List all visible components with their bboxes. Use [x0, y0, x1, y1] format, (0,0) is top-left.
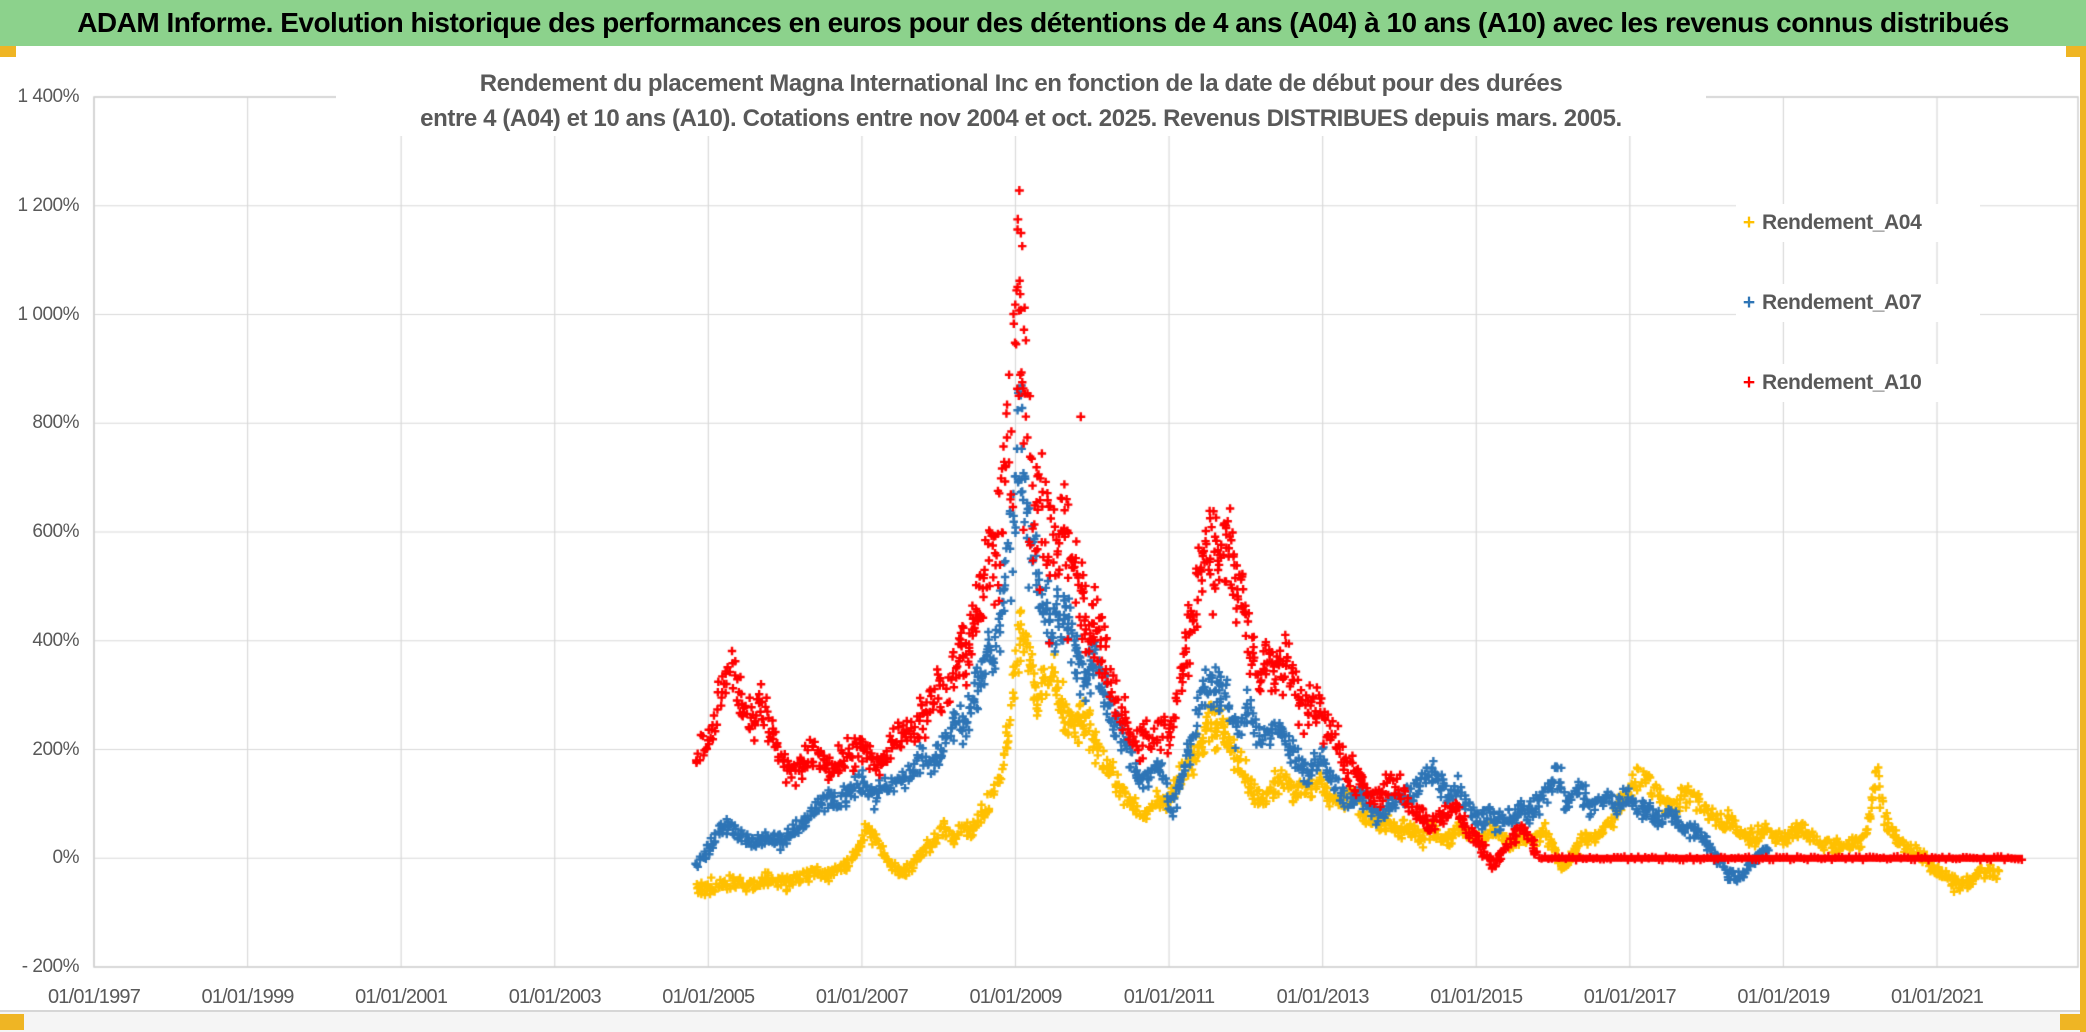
x-tick-label: 01/01/2009 — [969, 986, 1062, 1008]
y-tick-label: 400% — [32, 629, 79, 651]
x-tick-label: 01/01/2015 — [1430, 986, 1523, 1008]
x-tick-label: 01/01/2017 — [1583, 986, 1677, 1008]
x-tick-label: 01/01/2021 — [1890, 986, 1984, 1008]
selection-handle[interactable] — [0, 1014, 24, 1030]
y-tick-label: 1 000% — [17, 303, 80, 325]
x-tick-label: 01/01/1997 — [47, 986, 141, 1008]
header-banner: ADAM Informe. Evolution historique des p… — [0, 0, 2086, 46]
chart-bottom-divider — [0, 1010, 2086, 1012]
x-tick-label: 01/01/2007 — [815, 986, 909, 1008]
legend-label: Rendement_A07 — [1762, 291, 1922, 314]
y-tick-label: 1 400% — [17, 86, 80, 107]
legend-label: Rendement_A04 — [1762, 211, 1922, 234]
plus-marker-icon: + — [1742, 211, 1756, 234]
selection-handle[interactable] — [2060, 1014, 2086, 1030]
chart-title-line2: entre 4 (A04) et 10 ans (A10). Cotations… — [420, 105, 1622, 132]
x-tick-label: 01/01/2013 — [1276, 986, 1370, 1008]
x-tick-label: 01/01/1999 — [201, 986, 295, 1008]
header-title: ADAM Informe. Evolution historique des p… — [77, 7, 2009, 38]
selection-handle[interactable] — [0, 46, 16, 57]
legend-label: Rendement_A10 — [1762, 371, 1922, 394]
chart-title: Rendement du placement Magna Internation… — [336, 66, 1706, 136]
y-tick-label: 800% — [32, 412, 79, 434]
y-tick-label: 200% — [32, 738, 79, 760]
x-tick-label: 01/01/2003 — [508, 986, 602, 1008]
y-tick-label: - 200% — [21, 956, 80, 977]
bottom-strip — [0, 1012, 2086, 1032]
selection-border — [2080, 46, 2086, 1032]
selection-handle[interactable] — [2066, 46, 2086, 57]
chart-title-line1: Rendement du placement Magna Internation… — [479, 70, 1563, 97]
legend-item-rendement-a10[interactable]: + Rendement_A10 — [1736, 364, 1980, 402]
x-tick-label: 01/01/2019 — [1737, 986, 1830, 1008]
y-tick-label: 600% — [32, 521, 79, 542]
x-tick-label: 01/01/2005 — [662, 986, 755, 1008]
x-tick-label: 01/01/2011 — [1123, 986, 1215, 1008]
y-tick-label: 1 200% — [17, 194, 80, 216]
legend-item-rendement-a07[interactable]: + Rendement_A07 — [1736, 284, 1980, 322]
legend-item-rendement-a04[interactable]: + Rendement_A04 — [1736, 204, 1980, 242]
x-tick-label: 01/01/2001 — [355, 986, 448, 1008]
plus-marker-icon: + — [1742, 291, 1756, 314]
plus-marker-icon: + — [1742, 371, 1756, 394]
y-tick-label: 0% — [52, 847, 80, 869]
